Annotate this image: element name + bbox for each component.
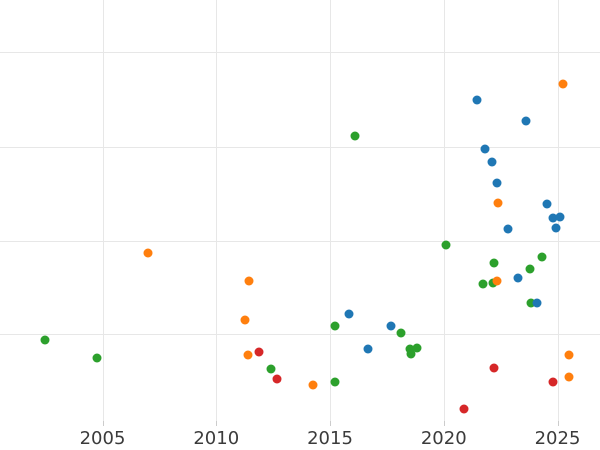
data-point-red — [489, 363, 499, 373]
data-point-blue — [487, 157, 497, 167]
data-point-orange — [240, 315, 250, 325]
data-point-green — [40, 335, 50, 345]
data-point-blue — [532, 298, 542, 308]
data-point-green — [478, 279, 488, 289]
data-point-blue — [363, 344, 373, 354]
data-point-red — [459, 404, 469, 414]
data-point-orange — [564, 372, 574, 382]
data-point-green — [489, 258, 499, 268]
x-tick-label: 2005 — [79, 428, 126, 449]
data-point-red — [272, 374, 282, 384]
data-point-red — [254, 347, 264, 357]
data-point-blue — [480, 144, 490, 154]
data-point-orange — [143, 248, 153, 258]
data-point-orange — [564, 350, 574, 360]
data-point-green — [525, 264, 535, 274]
y-gridline — [0, 240, 600, 242]
x-tick-mark — [330, 421, 331, 426]
x-tick-label: 2020 — [420, 428, 467, 449]
data-point-orange — [558, 79, 568, 89]
x-tick-mark — [216, 421, 218, 426]
data-point-green — [406, 349, 416, 359]
data-point-orange — [308, 380, 318, 390]
data-point-green — [537, 252, 547, 262]
x-gridline — [102, 0, 104, 421]
x-tick-mark — [102, 421, 104, 426]
data-point-blue — [386, 321, 396, 331]
x-gridline — [216, 0, 218, 421]
data-point-blue — [513, 273, 523, 283]
x-tick-label: 2015 — [307, 428, 353, 449]
x-tick-mark — [557, 421, 559, 426]
data-point-green — [412, 343, 422, 353]
data-point-blue — [521, 116, 531, 126]
data-point-blue — [551, 223, 561, 233]
y-gridline — [0, 146, 600, 148]
data-point-orange — [492, 276, 502, 286]
data-point-green — [92, 353, 102, 363]
data-point-green — [266, 364, 276, 374]
data-point-orange — [244, 276, 254, 286]
data-point-green — [330, 377, 340, 387]
y-gridline — [0, 52, 600, 53]
x-tick-label: 2010 — [193, 428, 240, 449]
data-point-green — [396, 328, 406, 338]
data-point-red — [548, 377, 558, 387]
data-point-orange — [493, 198, 503, 208]
data-point-blue — [548, 213, 558, 223]
data-point-blue — [344, 309, 354, 319]
data-point-blue — [555, 212, 565, 222]
x-gridline — [557, 0, 559, 421]
data-point-green — [330, 321, 340, 331]
data-point-orange — [243, 350, 253, 360]
x-gridline — [443, 0, 445, 421]
x-tick-mark — [443, 421, 445, 426]
data-point-blue — [503, 224, 513, 234]
data-point-blue — [542, 199, 552, 209]
y-gridline — [0, 333, 600, 335]
data-point-blue — [472, 95, 482, 105]
data-point-green — [526, 298, 536, 308]
data-point-green — [441, 240, 451, 250]
data-point-green — [405, 344, 415, 354]
x-tick-label: 2025 — [534, 428, 581, 449]
x-gridline — [330, 0, 331, 421]
data-point-blue — [492, 178, 502, 188]
data-point-green — [350, 131, 360, 141]
